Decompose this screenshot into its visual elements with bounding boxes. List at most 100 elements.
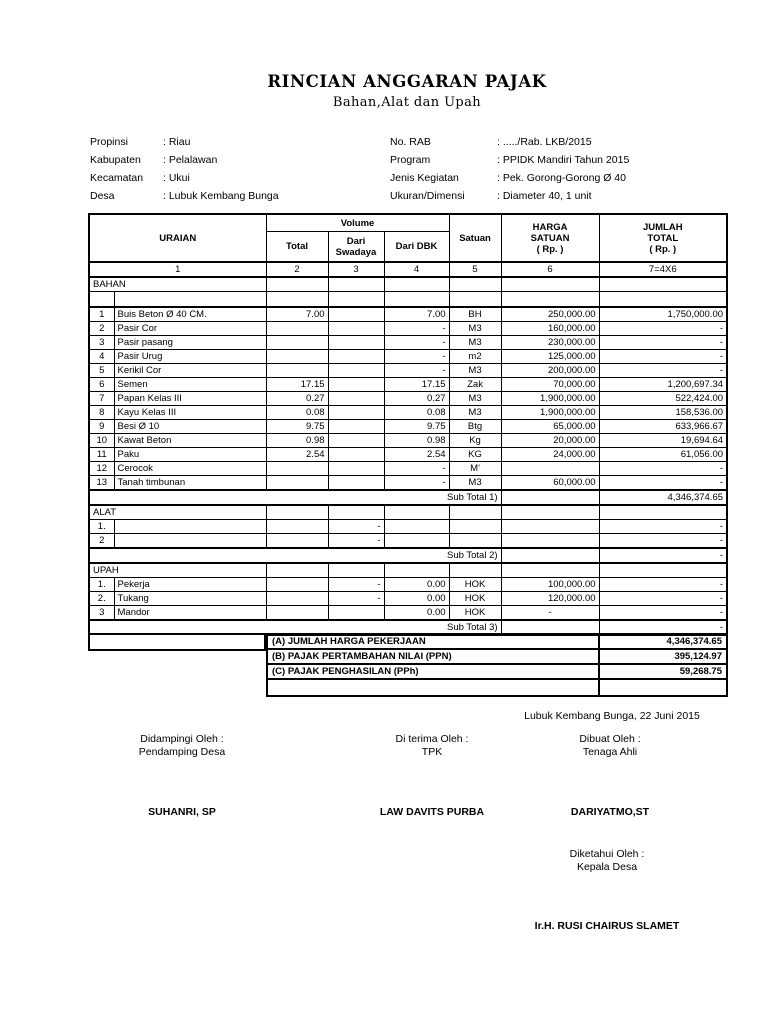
cell-swadaya (327, 432, 385, 448)
empty-cell (598, 276, 728, 292)
empty-cell (500, 488, 600, 506)
cell-dbk: 17.15 (383, 376, 450, 392)
cell-no: 3 (88, 604, 115, 620)
info-value: : Lubuk Kembang Bunga (163, 190, 279, 202)
cell-uraian: Pasir Urug (113, 348, 267, 364)
cell-jumlah: 522,424.00 (598, 390, 728, 406)
header-satuan: Satuan (448, 213, 502, 263)
cell-satuan: Kg (448, 432, 502, 448)
role-line-1: Didampingi Oleh : (140, 733, 224, 745)
subtotal-row-3: Sub Total 3) - (88, 618, 728, 635)
cell-uraian: Pasir Cor (113, 320, 267, 336)
cell-harga: 60,000.00 (500, 474, 600, 490)
header-uraian: URAIAN (88, 213, 267, 263)
empty-cell (500, 291, 600, 307)
cell-dbk: 2.54 (383, 446, 450, 462)
subtotal-3: Sub Total 3) - (88, 618, 728, 635)
cell-harga: 120,000.00 (500, 590, 600, 606)
cell-uraian: Kerikil Cor (113, 362, 267, 378)
cell-dbk: - (383, 320, 450, 336)
subtotal-2-and-upah: Sub Total 2) - UPAH (88, 546, 728, 578)
empty-cell (500, 562, 600, 578)
summary-a-value: 4,346,374.65 (598, 633, 728, 650)
empty-cell (383, 276, 450, 292)
cell-swadaya (327, 334, 385, 350)
cell-total: 0.08 (265, 404, 329, 420)
signatory-name-2: LAW DAVITS PURBA (379, 806, 485, 818)
acknowledge-name: Ir.H. RUSI CHAIRUS SLAMET (534, 920, 680, 932)
signatory-role-tenaga-ahli: Dibuat Oleh : Tenaga Ahli (520, 733, 700, 758)
bahan-rows: 1 Buis Beton Ø 40 CM. 7.00 7.00 BH 250,000.00… (88, 305, 728, 490)
cell-swadaya: - (327, 576, 385, 592)
cell-uraian: Buis Beton Ø 40 CM. (113, 305, 267, 322)
info-label: No. RAB (390, 136, 431, 148)
subtotal-row-2: Sub Total 2) - (88, 546, 728, 564)
colnum-4: 4 (383, 261, 450, 278)
cell-dbk: - (383, 348, 450, 364)
cell-total (265, 460, 329, 476)
empty-cell (598, 562, 728, 578)
cell-total (265, 590, 329, 606)
info-value: : Riau (163, 136, 191, 148)
empty-cell (500, 504, 600, 520)
cell-swadaya (327, 604, 385, 620)
cell-dbk (383, 518, 450, 534)
header-total: Total (265, 231, 329, 263)
header-volume: Volume (265, 213, 450, 232)
cell-jumlah: 19,694.64 (598, 432, 728, 448)
table-row: 7 Papan Kelas III 0.27 0.27 M3 1,900,000.00 52… (88, 390, 728, 406)
cell-uraian: Pekerja (113, 576, 267, 592)
cell-uraian: Kawat Beton (113, 432, 267, 448)
cell-swadaya (327, 320, 385, 336)
empty-cell (265, 562, 329, 578)
info-block-right: No. RAB : ...../Rab. LKB/2015 Program : … (390, 133, 730, 205)
cell-swadaya (327, 348, 385, 364)
cell-swadaya: - (327, 590, 385, 606)
cell-swadaya (327, 305, 385, 322)
cell-no: 12 (88, 460, 115, 476)
table-row: 3 Mandor 0.00 HOK - - (88, 604, 728, 620)
cell-harga: 250,000.00 (500, 305, 600, 322)
cell-harga (500, 518, 600, 534)
cell-harga: 230,000.00 (500, 334, 600, 350)
cell-jumlah: - (598, 348, 728, 364)
table-row: 1. - - (88, 518, 728, 534)
info-label: Kecamatan (90, 172, 144, 184)
cell-no: 7 (88, 390, 115, 406)
cell-jumlah: 158,536.00 (598, 404, 728, 420)
info-label: Jenis Kegiatan (390, 172, 459, 184)
cell-no: 2 (88, 532, 115, 548)
acknowledge-role: Diketahui Oleh : Kepala Desa (517, 848, 697, 873)
empty-cell (265, 276, 329, 292)
budget-table: URAIAN Volume Satuan HARGA SATUAN ( Rp. … (88, 213, 729, 636)
summary-table: (A) JUMLAH HARGA PEKERJAAN 4,346,374.65 … (266, 633, 728, 697)
table-row: 2 - - (88, 532, 728, 548)
subtotal-row-1: Sub Total 1) 4,346,374.65 (88, 488, 728, 506)
table-row: 11 Paku 2.54 2.54 KG 24,000.00 61,056.00 (88, 446, 728, 462)
cell-total: 9.75 (265, 418, 329, 434)
info-value: : Pek. Gorong-Gorong Ø 40 (497, 172, 626, 184)
empty-cell (448, 276, 502, 292)
signatory-name-1: SUHANRI, SP (148, 806, 216, 818)
colnum-2: 2 (265, 261, 329, 278)
cell-jumlah: - (598, 460, 728, 476)
cell-satuan: M3 (448, 362, 502, 378)
empty-cell (500, 276, 600, 292)
cell-total (265, 532, 329, 548)
cell-uraian: Mandor (113, 604, 267, 620)
cell-total (265, 474, 329, 490)
role-line-2: Kepala Desa (576, 860, 638, 873)
summary-b-value: 395,124.97 (598, 648, 728, 665)
cell-total (265, 576, 329, 592)
cell-harga: 1,900,000.00 (500, 404, 600, 420)
info-label: Propinsi (90, 136, 128, 148)
cell-total: 17.15 (265, 376, 329, 392)
cell-dbk: 0.00 (383, 576, 450, 592)
empty-cell (327, 504, 385, 520)
info-label: Desa (90, 190, 115, 202)
empty-cell (265, 291, 329, 307)
cell-jumlah: - (598, 532, 728, 548)
cell-swadaya (327, 460, 385, 476)
role-line-1: Di terima Oleh : (395, 733, 469, 745)
cell-uraian: Papan Kelas III (113, 390, 267, 406)
